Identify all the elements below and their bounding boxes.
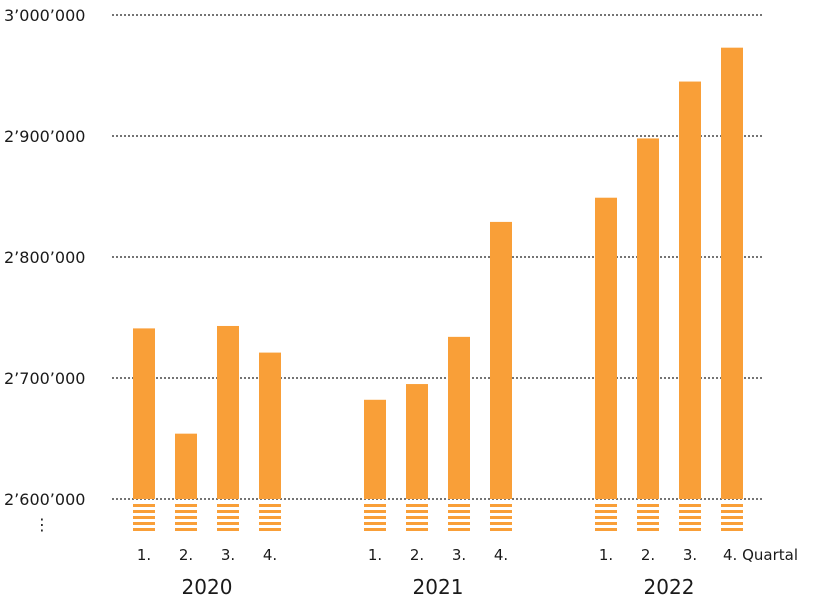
bar-break-stripe [490,516,512,519]
bar-break-stripe [259,516,281,519]
bar-break-stripe [595,522,617,525]
bar-break-stripe [490,504,512,507]
bar-break-stripe [679,528,701,531]
bar-break-stripe [175,522,197,525]
bar-break-stripe [448,510,470,513]
bar-break-stripe [364,528,386,531]
bar-break-stripe [175,516,197,519]
x-axis: 1. 2. 3. 4. 2020 1. 2. 3. 4. 2021 1. 2. 3. 4. Quartal… [137,546,798,599]
bar-break-stripe [595,510,617,513]
bar-break-stripe [133,528,155,531]
y-tick-label: 2’900’000 [4,127,85,146]
bar-break-stripe [679,510,701,513]
y-tick-label: 2’700’000 [4,369,85,388]
bar-break-stripe [721,528,743,531]
bar-break-stripe [175,504,197,507]
bar-break-stripe [637,510,659,513]
bar-break-stripe [364,510,386,513]
quarter-label: 3. [221,546,235,564]
bar-break-stripe [217,510,239,513]
bar-break-stripe [133,510,155,513]
bar-break-stripe [490,528,512,531]
bar-break-stripe [490,510,512,513]
bar [595,197,617,499]
bar-break-stripe [721,510,743,513]
bar-break-stripe [217,504,239,507]
bar-break-stripe [721,522,743,525]
bar-break-stripe [364,504,386,507]
bar [364,399,386,499]
bar-break-stripe [364,522,386,525]
bar-break-stripe [406,522,428,525]
gridlines [112,14,763,500]
bar-break-stripe [595,516,617,519]
bar [490,221,512,499]
bar-break-stripe [259,522,281,525]
y-tick-label: 2’800’000 [4,248,85,267]
quarter-label: 1. [368,546,382,564]
bar-break-stripe [406,516,428,519]
bar-break-stripe [364,516,386,519]
bar [259,352,281,499]
quarter-label: 2. [410,546,424,564]
bar [679,81,701,500]
quarter-label: 3. [452,546,466,564]
quarter-label: 3. [683,546,697,564]
bar-break-stripe [721,504,743,507]
bar-break-stripe [448,528,470,531]
quarter-label: 1. [137,546,151,564]
quarter-label: 4. Quartal [723,546,798,564]
bar-break-stripe [217,522,239,525]
axis-break-symbol: ⋮ [34,515,50,534]
year-label: 2021 [413,575,464,599]
quarter-label: 1. [599,546,613,564]
bar-break-stripe [637,504,659,507]
y-tick-label: 3’000’000 [4,6,85,25]
bar-break-stripe [259,510,281,513]
bar-break-stripe [175,510,197,513]
bars [133,47,743,531]
y-tick-label: 2’600’000 [4,490,85,509]
bar-break-stripe [490,522,512,525]
bar-break-stripe [217,516,239,519]
bar [133,328,155,499]
bar-break-stripe [133,522,155,525]
bar [721,47,743,500]
quarter-label: 2. [641,546,655,564]
bar-break-stripe [406,510,428,513]
bar-break-stripe [133,516,155,519]
bar [175,433,197,499]
bar-break-stripe [259,528,281,531]
bar [637,138,659,500]
bar-break-stripe [595,528,617,531]
bar-break-stripe [448,516,470,519]
bar-break-stripe [133,504,155,507]
bar-break-stripe [679,522,701,525]
bar-break-stripe [448,522,470,525]
bar-break-stripe [679,504,701,507]
bar-break-stripe [448,504,470,507]
bar [406,384,428,499]
bar-break-stripe [217,528,239,531]
quarter-label: 4. [263,546,277,564]
quarter-label: 4. [494,546,508,564]
bar-break-stripe [637,528,659,531]
bar-break-stripe [406,504,428,507]
bar-break-stripe [637,516,659,519]
bar-break-stripe [175,528,197,531]
bar-break-stripe [721,516,743,519]
year-label: 2022 [644,575,695,599]
bar [448,336,470,499]
y-axis: 2’600’000 2’700’000 2’800’000 2’900’000 3’00… [4,6,85,534]
bar-break-stripe [406,528,428,531]
bar [217,325,239,499]
bar-break-stripe [595,504,617,507]
bar-break-stripe [637,522,659,525]
bar-break-stripe [259,504,281,507]
bar-break-stripe [679,516,701,519]
year-label: 2020 [182,575,233,599]
quarter-label: 2. [179,546,193,564]
